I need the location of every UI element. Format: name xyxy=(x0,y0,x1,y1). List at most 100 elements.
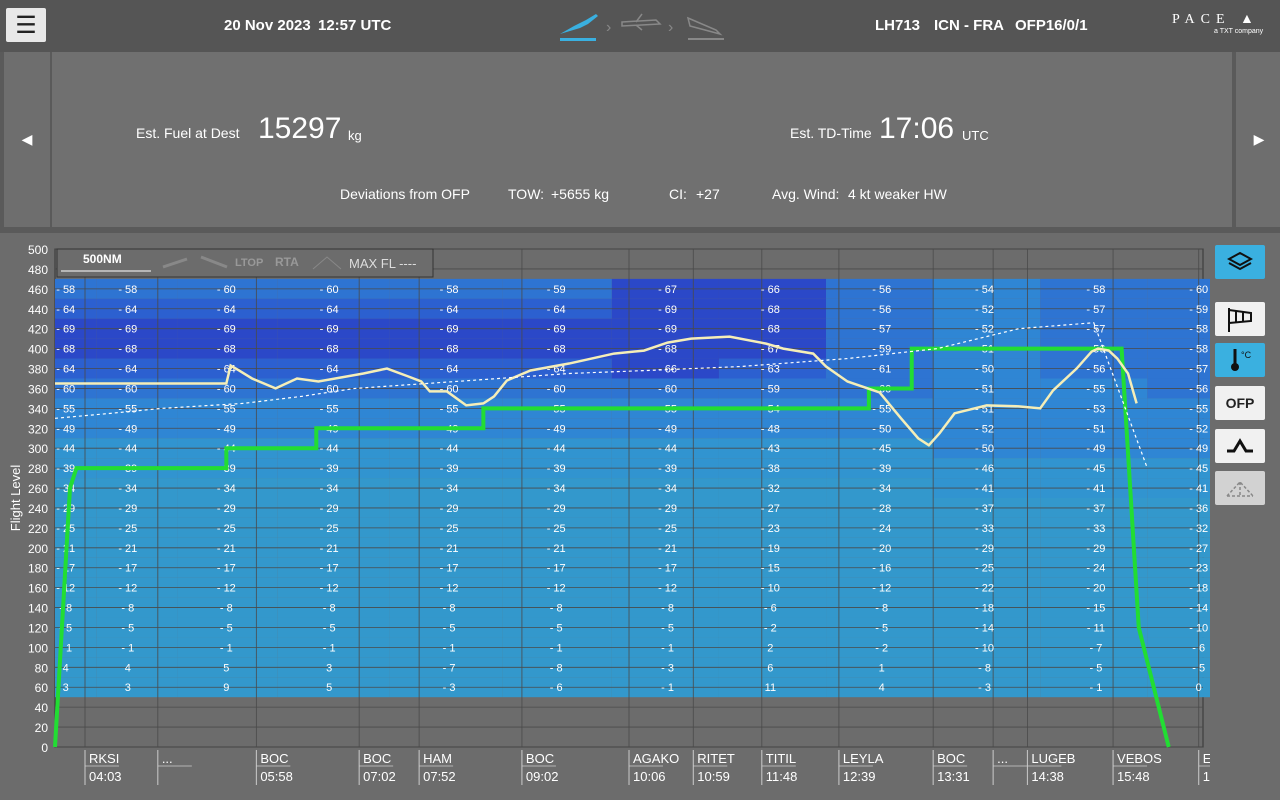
y-tick-label: 60 xyxy=(35,681,49,695)
temperature-label: - 12 xyxy=(217,583,236,595)
temperature-label: - 25 xyxy=(320,523,339,535)
temperature-label: 11 xyxy=(765,682,776,694)
y-tick-label: 240 xyxy=(28,502,48,516)
chart-legend: 500NM LTOP RTA MAX FL ---- xyxy=(56,248,434,278)
temperature-label: - 45 xyxy=(1189,463,1208,475)
temperature-label: - 12 xyxy=(118,583,137,595)
vertical-profile-chart[interactable]: 0204060801001201401601802002202402602803… xyxy=(0,233,1210,800)
wind-button[interactable] xyxy=(1215,302,1265,336)
y-tick-label: 300 xyxy=(28,442,48,456)
pace-logo: PACE ▲ a TXT company xyxy=(1172,12,1280,35)
temperature-label: - 64 xyxy=(217,304,236,316)
terrain-icon xyxy=(1226,480,1254,497)
temperature-label: - 44 xyxy=(658,443,677,455)
profile-button[interactable] xyxy=(1215,429,1265,463)
ci-value: +27 xyxy=(696,186,720,202)
arrow-left-icon: ◀ xyxy=(21,131,33,147)
temperature-label: - 50 xyxy=(975,364,994,376)
temperature-label: - 49 xyxy=(217,423,236,435)
waypoint-time: 13:31 xyxy=(937,769,970,784)
temperature-button[interactable]: °C xyxy=(1215,343,1265,377)
temperature-label: - 29 xyxy=(217,503,236,515)
temperature-label: - 16 xyxy=(872,563,891,575)
previous-button[interactable]: ◀ xyxy=(4,52,50,227)
temperature-label: - 45 xyxy=(1086,463,1105,475)
landing-icon xyxy=(686,16,724,40)
max-fl-line xyxy=(54,322,1148,469)
temperature-label: - 64 xyxy=(320,364,339,376)
temperature-label: - 39 xyxy=(658,463,677,475)
terrain-button[interactable] xyxy=(1215,471,1265,505)
tow-label: TOW: xyxy=(508,186,545,202)
temperature-label: - 60 xyxy=(118,383,137,395)
ofp-id: OFP16/0/1 xyxy=(1015,17,1088,34)
temperature-label: - 29 xyxy=(118,503,137,515)
temperature-label: - 56 xyxy=(872,284,891,296)
layers-icon xyxy=(1227,251,1253,271)
temperature-label: - 32 xyxy=(761,483,780,495)
menu-button[interactable]: ☰ xyxy=(6,8,46,42)
chevron-right-icon: › xyxy=(668,19,673,36)
temperature-label: 0 xyxy=(1196,682,1202,694)
temperature-label: 3 xyxy=(326,662,332,674)
y-tick-label: 160 xyxy=(28,582,48,596)
y-tick-label: 420 xyxy=(28,323,48,337)
temperature-label: - 21 xyxy=(320,543,339,555)
temperature-label: - 17 xyxy=(118,563,137,575)
temperature-label: - 17 xyxy=(320,563,339,575)
waypoint-name: LEYLA xyxy=(843,751,884,766)
td-time-label: Est. TD-Time xyxy=(790,125,872,141)
temperature-label: - 44 xyxy=(118,443,137,455)
temperature-label: - 3 xyxy=(978,682,991,694)
temperature-label: - 44 xyxy=(547,443,566,455)
temperature-label: - 18 xyxy=(975,603,994,615)
y-tick-label: 320 xyxy=(28,422,48,436)
temperature-label: 5 xyxy=(326,682,332,694)
temperature-label: - 12 xyxy=(440,583,459,595)
temperature-label: - 1 xyxy=(1089,682,1102,694)
temperature-label: - 8 xyxy=(550,662,563,674)
temperature-label: - 22 xyxy=(975,583,994,595)
temperature-label: - 60 xyxy=(320,383,339,395)
temperature-label: - 58 xyxy=(118,284,137,296)
landing-icon xyxy=(200,255,228,269)
logo-subtitle: a TXT company xyxy=(1214,28,1264,35)
temperature-label: - 5 xyxy=(1192,662,1205,674)
temperature-label: - 2 xyxy=(764,622,777,634)
temperature-label: - 25 xyxy=(217,523,236,535)
layers-button[interactable] xyxy=(1215,245,1265,279)
y-tick-label: 260 xyxy=(28,482,48,496)
temperature-label: - 55 xyxy=(320,403,339,415)
temperature-label: - 39 xyxy=(320,463,339,475)
ofp-button[interactable]: OFP xyxy=(1215,386,1265,420)
temperature-label: - 59 xyxy=(1189,304,1208,316)
terrain-icon xyxy=(312,256,342,270)
temperature-label: - 5 xyxy=(875,622,888,634)
temperature-label: - 21 xyxy=(118,543,137,555)
temperature-label: - 50 xyxy=(872,423,891,435)
temperature-label: 5 xyxy=(223,662,229,674)
fuel-unit: kg xyxy=(348,128,362,143)
temperature-label: - 21 xyxy=(217,543,236,555)
ofp-button-label: OFP xyxy=(1225,395,1255,411)
temperature-label: - 60 xyxy=(547,383,566,395)
waypoint-time: 05:58 xyxy=(260,769,293,784)
temperature-label: - 59 xyxy=(872,344,891,356)
waypoint-time: 10:59 xyxy=(697,769,730,784)
waypoint-time: 15:48 xyxy=(1117,769,1150,784)
temperature-label: - 59 xyxy=(547,284,566,296)
temperature-label: - 6 xyxy=(1192,642,1205,654)
temperature-label: - 34 xyxy=(217,483,236,495)
next-button[interactable]: ▶ xyxy=(1236,52,1280,227)
waypoint-name: RKSI xyxy=(89,751,119,766)
temperature-label: - 41 xyxy=(975,483,994,495)
temperature-label: - 11 xyxy=(1087,622,1105,634)
temperature-label: - 69 xyxy=(320,324,339,336)
temperature-label: - 68 xyxy=(547,344,566,356)
temperature-label: - 53 xyxy=(1086,403,1105,415)
temperature-label: - 25 xyxy=(547,523,566,535)
temperature-label: - 69 xyxy=(56,324,75,336)
top-bar: ☰ 20 Nov 2023 12:57 UTC › › LH713 ICN - … xyxy=(0,0,1280,52)
temperature-label: - 3 xyxy=(661,662,674,674)
ltop-label: LTOP xyxy=(235,257,263,269)
